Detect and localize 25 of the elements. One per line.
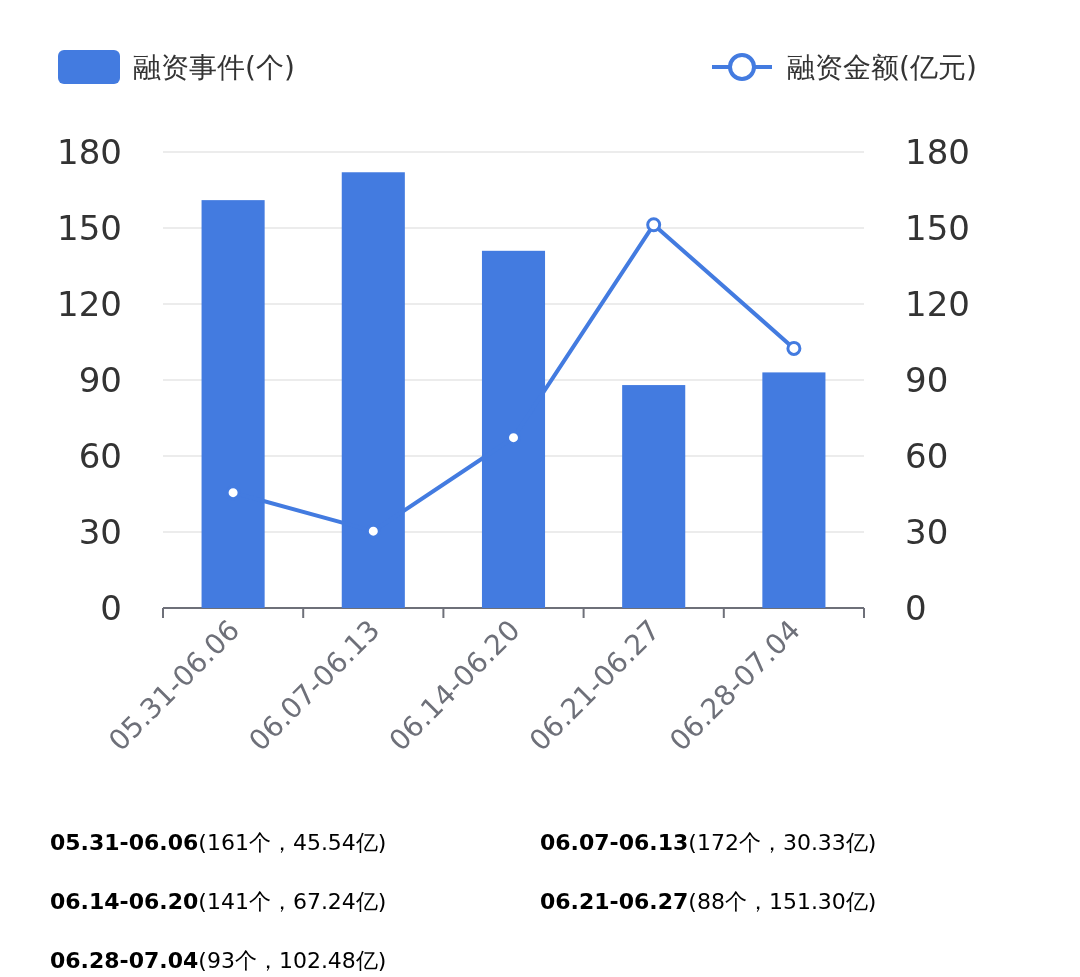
- y2-tick-label: 60: [905, 436, 949, 476]
- y-tick-label: 0: [100, 588, 122, 628]
- y-tick-label: 90: [78, 360, 122, 400]
- point: [646, 217, 662, 233]
- y-tick-label: 60: [78, 436, 122, 476]
- y-tick-label: 150: [57, 208, 122, 248]
- text: 06.07-06.13(172个，30.33亿): [540, 830, 877, 855]
- y2-tick-label: 120: [905, 284, 970, 324]
- text: 05.31-06.06(161个，45.54亿): [50, 830, 387, 855]
- y-tick-label: 120: [57, 284, 122, 324]
- text: 06.14-06.20(141个，67.24亿): [50, 889, 387, 914]
- y2-tick-label: 150: [905, 208, 970, 248]
- y2-tick-label: 30: [905, 512, 949, 552]
- y2-tick-label: 90: [905, 360, 949, 400]
- y-tick-label: 180: [57, 132, 122, 172]
- bar: [622, 385, 686, 608]
- y-tick-label: 30: [78, 512, 122, 552]
- point: [786, 340, 802, 356]
- bar: [762, 372, 826, 608]
- legend-label: 融资金额(亿元): [787, 51, 977, 84]
- legend-label: 融资事件(个): [133, 51, 295, 84]
- text: 06.28-07.04(93个，102.48亿): [50, 948, 387, 973]
- text: 06.21-06.27(88个，151.30亿): [540, 889, 877, 914]
- y2-tick-label: 0: [905, 588, 927, 628]
- y2-tick-label: 180: [905, 132, 970, 172]
